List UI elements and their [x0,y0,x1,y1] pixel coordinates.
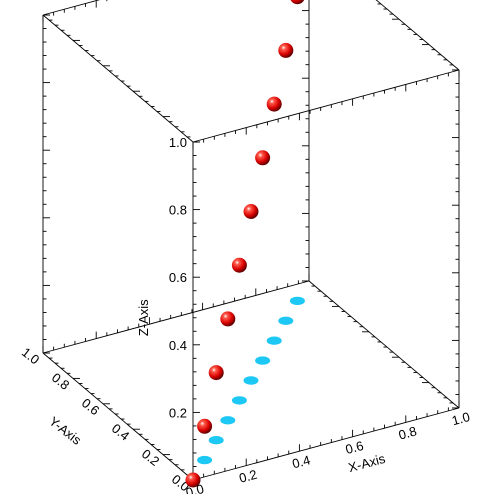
z-tick-label: 0.2 [169,405,187,420]
data-point [208,365,224,381]
x-tick-label: 0.2 [237,467,258,486]
data-point [243,204,259,219]
x-tick-label: 0.4 [291,452,312,471]
shadow-point [255,356,271,365]
y-axis-label: Y-Axis [46,413,84,448]
shadow-point [266,336,282,345]
box-edge-4 [192,69,460,143]
y-tick-label: 1.0 [19,344,42,367]
z-tick-label: 0.4 [169,338,187,353]
shadow-point [220,416,236,425]
box-edge-6 [42,0,101,16]
shadow-point [231,396,247,405]
axis-box [42,0,460,481]
z-axis-label: Z-Axis [136,299,151,336]
shadow-point [197,455,213,465]
data-point [197,418,213,434]
box-edge-0 [192,407,460,481]
scatter-points [185,0,305,488]
axis-ticks [42,0,460,481]
data-point [290,0,305,5]
shadow-point [243,376,259,385]
shadow-point [278,316,294,325]
shadow-point [289,296,305,306]
box-edge-1 [308,280,460,409]
shadow-markers [185,296,305,485]
box-edge-5 [375,0,460,71]
shadow-point [208,436,224,445]
data-point [231,257,247,273]
axis-titles: X-Axis Y-Axis Z-Axis [46,299,387,475]
z-tick-label: 0.6 [169,270,187,285]
tick-labels: 0.00.20.40.60.81.00.00.20.40.60.81.00.20… [19,135,472,494]
x-tick-label: 1.0 [450,409,471,428]
z-tick-label: 0.8 [169,203,187,218]
z-tick-label: 1.0 [169,135,187,150]
x-tick-label: 0.6 [344,438,365,457]
box-edge-7 [42,14,194,143]
data-point [255,150,271,166]
x-tick-label: 0.8 [397,423,418,442]
box-edge-2 [42,280,310,354]
data-point [220,311,236,327]
data-point [185,472,201,488]
box-edge-3 [42,352,194,481]
data-point [266,96,282,112]
data-point [278,42,294,58]
